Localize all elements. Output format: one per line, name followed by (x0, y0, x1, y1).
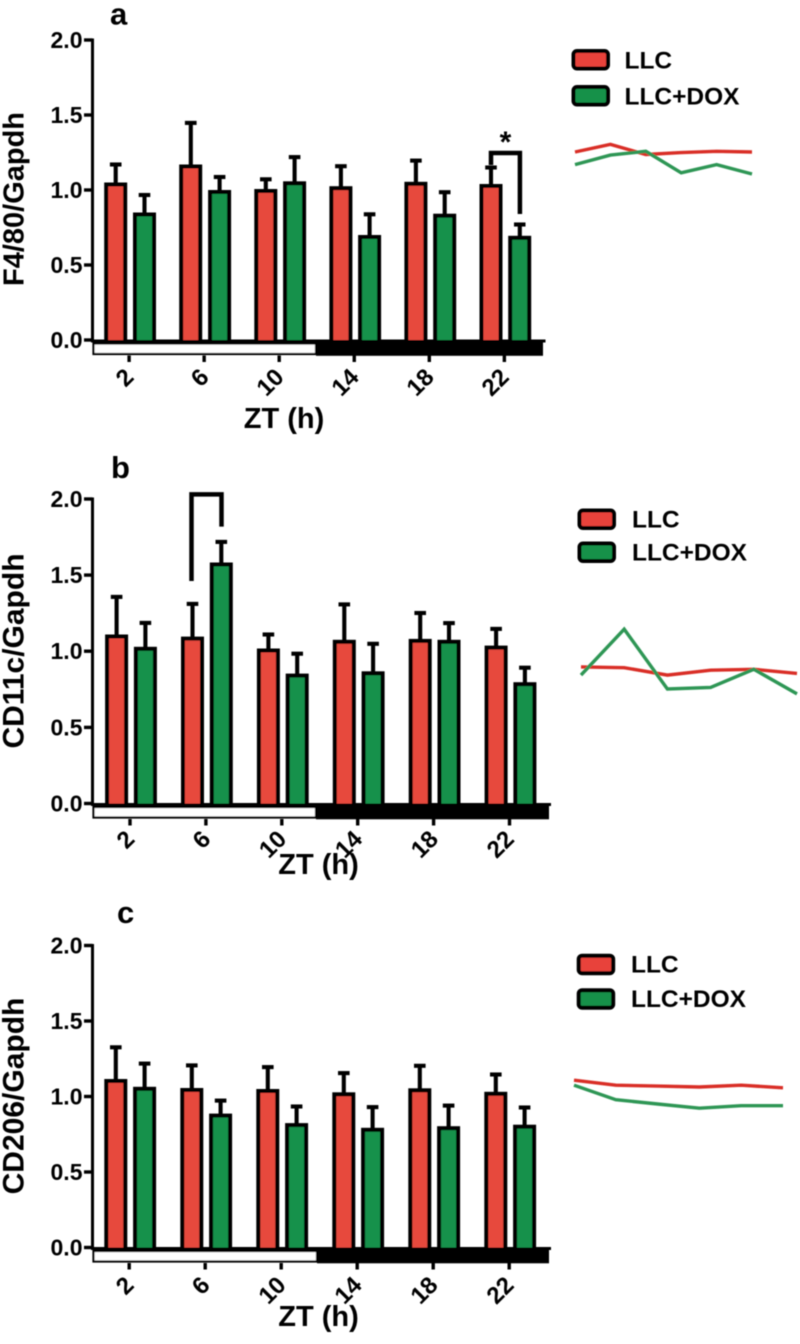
svg-text:0.5: 0.5 (51, 252, 83, 278)
svg-text:0.0: 0.0 (51, 791, 83, 817)
svg-text:ZT (h): ZT (h) (278, 1301, 359, 1333)
svg-text:1.0: 1.0 (51, 177, 83, 203)
svg-text:LLC: LLC (625, 48, 673, 75)
svg-text:0.5: 0.5 (51, 714, 83, 740)
svg-text:b: b (111, 450, 130, 485)
svg-text:ZT (h): ZT (h) (278, 849, 359, 881)
svg-text:CD206/Gapdh: CD206/Gapdh (0, 998, 31, 1195)
svg-text:LLC+DOX: LLC+DOX (631, 986, 747, 1013)
svg-text:F4/80/Gapdh: F4/80/Gapdh (0, 112, 31, 286)
svg-text:1.0: 1.0 (51, 638, 83, 664)
svg-text:2.0: 2.0 (51, 486, 83, 512)
svg-text:2.0: 2.0 (51, 933, 83, 959)
svg-text:LLC+DOX: LLC+DOX (632, 540, 748, 567)
svg-text:1.5: 1.5 (51, 102, 83, 128)
svg-text:LLC: LLC (631, 952, 679, 979)
svg-text:1.0: 1.0 (51, 1084, 83, 1110)
svg-text:LLC: LLC (632, 507, 680, 534)
svg-text:0.0: 0.0 (51, 1235, 83, 1261)
svg-text:1.5: 1.5 (51, 1008, 83, 1034)
svg-text:1.5: 1.5 (51, 562, 83, 588)
svg-text:*: * (500, 126, 512, 159)
svg-text:CD11c/Gapdh: CD11c/Gapdh (0, 553, 31, 748)
svg-text:a: a (110, 0, 128, 32)
svg-text:0.0: 0.0 (51, 327, 83, 353)
svg-text:c: c (117, 895, 134, 930)
svg-text:LLC+DOX: LLC+DOX (625, 84, 741, 111)
svg-text:ZT (h): ZT (h) (244, 403, 325, 435)
svg-text:2.0: 2.0 (51, 27, 83, 53)
svg-text:0.5: 0.5 (51, 1159, 83, 1185)
